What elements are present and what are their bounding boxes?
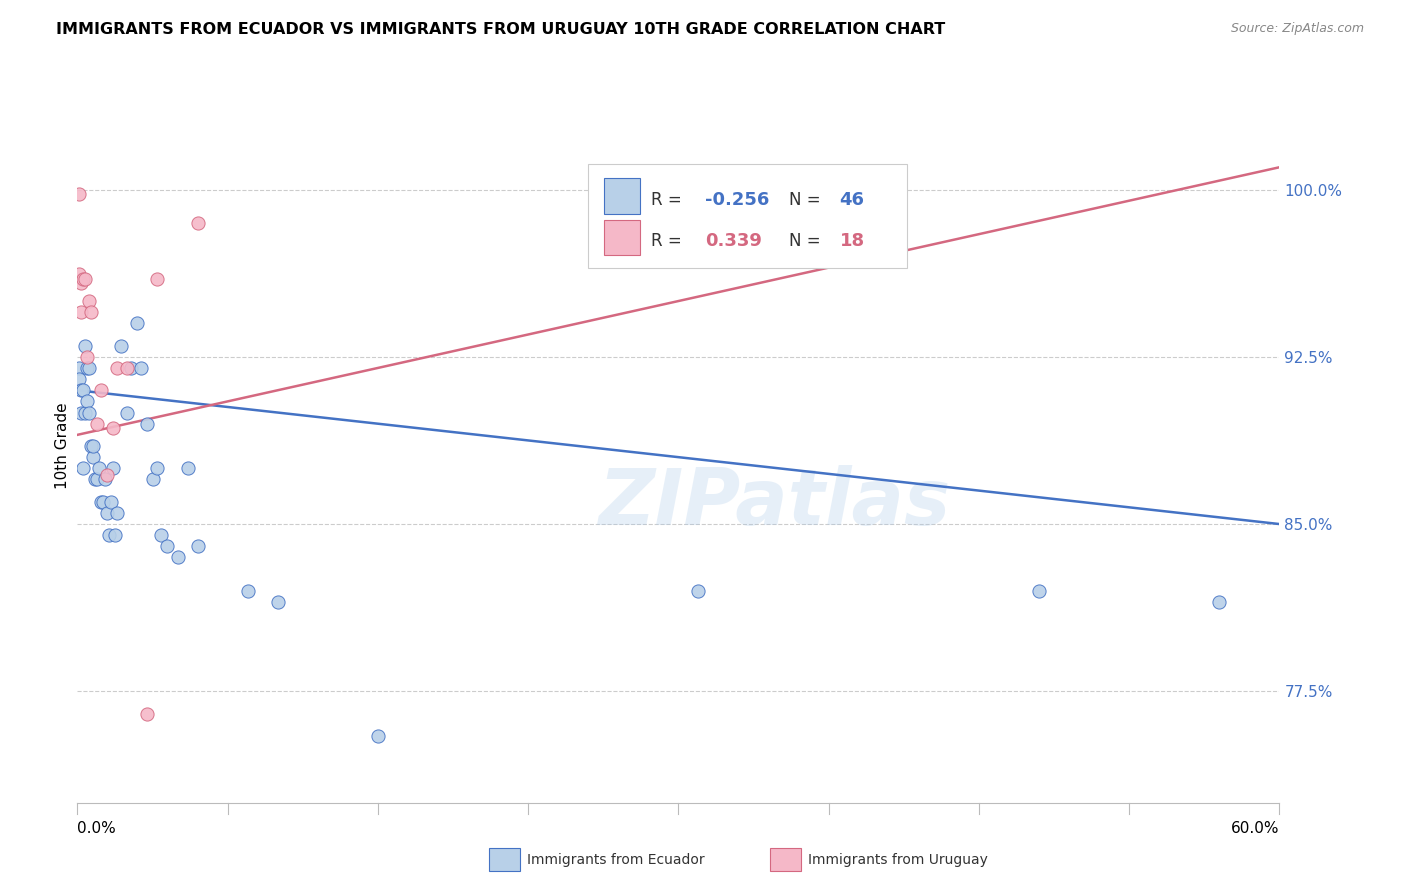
Point	[107, 361, 129, 376]
Point	[117, 405, 139, 419]
Point	[186, 540, 209, 554]
Point	[176, 461, 198, 475]
Text: N =: N =	[789, 232, 825, 250]
Text: -0.256: -0.256	[704, 191, 769, 209]
Point	[117, 361, 139, 376]
FancyBboxPatch shape	[588, 164, 907, 268]
Point	[90, 384, 112, 398]
Bar	[603, 219, 640, 255]
Point	[100, 494, 122, 508]
Point	[146, 461, 169, 475]
Point	[75, 405, 97, 419]
Point	[80, 439, 103, 453]
Text: Immigrants from Ecuador: Immigrants from Ecuador	[527, 853, 704, 867]
Text: Source: ZipAtlas.com: Source: ZipAtlas.com	[1230, 22, 1364, 36]
Point	[76, 350, 98, 364]
Text: 0.339: 0.339	[704, 232, 762, 250]
Point	[267, 595, 290, 609]
Point	[76, 394, 98, 409]
Point	[72, 461, 94, 475]
Point	[103, 461, 125, 475]
Text: 60.0%: 60.0%	[1232, 821, 1279, 836]
Point	[96, 506, 118, 520]
Text: IMMIGRANTS FROM ECUADOR VS IMMIGRANTS FROM URUGUAY 10TH GRADE CORRELATION CHART: IMMIGRANTS FROM ECUADOR VS IMMIGRANTS FR…	[56, 22, 945, 37]
Point	[136, 417, 159, 431]
Point	[186, 216, 209, 230]
Text: R =: R =	[651, 191, 686, 209]
Point	[70, 384, 93, 398]
Point	[76, 361, 98, 376]
Point	[146, 272, 169, 286]
Point	[79, 361, 101, 376]
Point	[98, 528, 121, 542]
Point	[367, 729, 389, 743]
Text: 0.0%: 0.0%	[77, 821, 117, 836]
Point	[103, 421, 125, 435]
Text: ZIPatlas: ZIPatlas	[599, 465, 950, 541]
Point	[86, 417, 108, 431]
Point	[1028, 584, 1050, 599]
Point	[67, 361, 90, 376]
Point	[89, 461, 111, 475]
Point	[82, 450, 104, 465]
Point	[127, 317, 149, 331]
Text: 46: 46	[839, 191, 865, 209]
Bar	[603, 178, 640, 214]
Point	[70, 405, 93, 419]
Text: R =: R =	[651, 232, 692, 250]
Point	[120, 361, 142, 376]
Point	[72, 272, 94, 286]
Point	[94, 473, 117, 487]
Point	[1208, 595, 1230, 609]
Point	[156, 540, 179, 554]
Point	[104, 528, 127, 542]
Point	[107, 506, 129, 520]
Point	[79, 293, 101, 308]
Text: N =: N =	[789, 191, 825, 209]
Text: Immigrants from Uruguay: Immigrants from Uruguay	[808, 853, 988, 867]
Point	[86, 473, 108, 487]
Point	[70, 305, 93, 319]
Point	[90, 494, 112, 508]
Text: 18: 18	[839, 232, 865, 250]
Point	[93, 494, 115, 508]
Point	[136, 706, 159, 721]
Point	[70, 277, 93, 291]
Point	[688, 584, 710, 599]
Point	[131, 361, 153, 376]
Point	[166, 550, 188, 565]
Point	[79, 405, 101, 419]
Point	[236, 584, 259, 599]
Point	[75, 338, 97, 352]
Point	[67, 372, 90, 386]
Point	[150, 528, 173, 542]
Point	[75, 272, 97, 286]
Point	[142, 473, 165, 487]
Point	[96, 467, 118, 482]
Point	[82, 439, 104, 453]
Point	[110, 338, 132, 352]
Point	[72, 384, 94, 398]
Point	[67, 268, 90, 282]
Point	[84, 473, 107, 487]
Point	[80, 305, 103, 319]
Y-axis label: 10th Grade: 10th Grade	[55, 402, 70, 490]
Point	[67, 187, 90, 202]
